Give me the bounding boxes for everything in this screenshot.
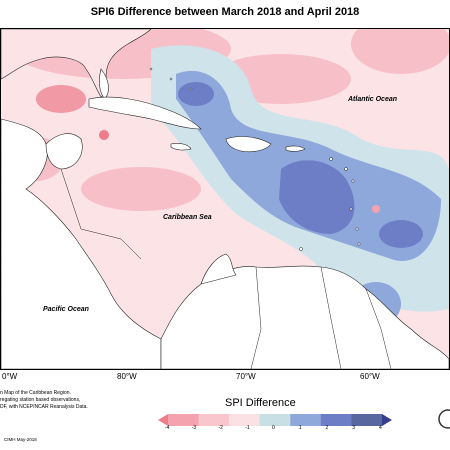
legend-tick-label: 4 (379, 425, 382, 431)
legend-title: SPI Difference (225, 397, 296, 409)
colorbar-segment (168, 414, 200, 426)
legend-tick-label: -4 (165, 425, 170, 431)
map-panel: Atlantic Ocean Caribbean Sea Pacific Oce… (0, 28, 450, 370)
note-line: DF, with NCEP/NCAR Reanalysis Data. (0, 404, 88, 410)
legend-tick-label: -2 (218, 425, 223, 431)
pink-patch (351, 29, 449, 74)
legend-colorbar (158, 414, 392, 426)
dark-blue-zone (379, 220, 423, 248)
credit-text: CIMH May-2018 (4, 437, 37, 442)
legend-tick-label: -3 (191, 425, 197, 431)
dark-blue-zone (279, 160, 355, 234)
logo-icon (434, 408, 450, 430)
colorbar-segment (351, 414, 383, 426)
colorbar-segment (290, 414, 322, 426)
legend-tick-label: 3 (352, 425, 356, 431)
colorbar-segment (382, 414, 392, 426)
legend-tick-label: 2 (325, 425, 329, 431)
caribbean-sea-label: Caribbean Sea (163, 214, 212, 221)
colorbar-segment (259, 414, 291, 426)
legend-tick-label: 1 (298, 425, 302, 431)
longitude-label: 0°W (2, 372, 18, 381)
colorbar-segment (198, 414, 230, 426)
legend-tick-label: 0 (272, 425, 275, 431)
red-spot (99, 130, 109, 140)
note-line: n Map of the Caribbean Region. (0, 390, 71, 396)
islands (149, 67, 361, 251)
colorbar-segment (158, 414, 168, 426)
pink-patch (81, 167, 201, 211)
colorbar-segment (320, 414, 352, 426)
colorbar-segment (229, 414, 261, 426)
borders (60, 168, 392, 369)
dark-blue-zone (178, 82, 214, 106)
red-spot (372, 205, 380, 213)
legend-tick-label: -1 (245, 425, 250, 431)
note-line: regating station based observations, (0, 397, 81, 403)
atlantic-ocean-label: Atlantic Ocean (347, 96, 397, 103)
longitude-label: 70°W (236, 372, 256, 381)
pacific-ocean-label: Pacific Ocean (43, 306, 89, 313)
longitude-label: 80°W (117, 372, 137, 381)
land (1, 29, 449, 369)
pink-patch (36, 85, 86, 113)
map-title: SPI6 Difference between March 2018 and A… (90, 6, 360, 18)
longitude-label: 60°W (360, 372, 380, 381)
map-canvas: Atlantic Ocean Caribbean Sea Pacific Oce… (1, 29, 449, 369)
